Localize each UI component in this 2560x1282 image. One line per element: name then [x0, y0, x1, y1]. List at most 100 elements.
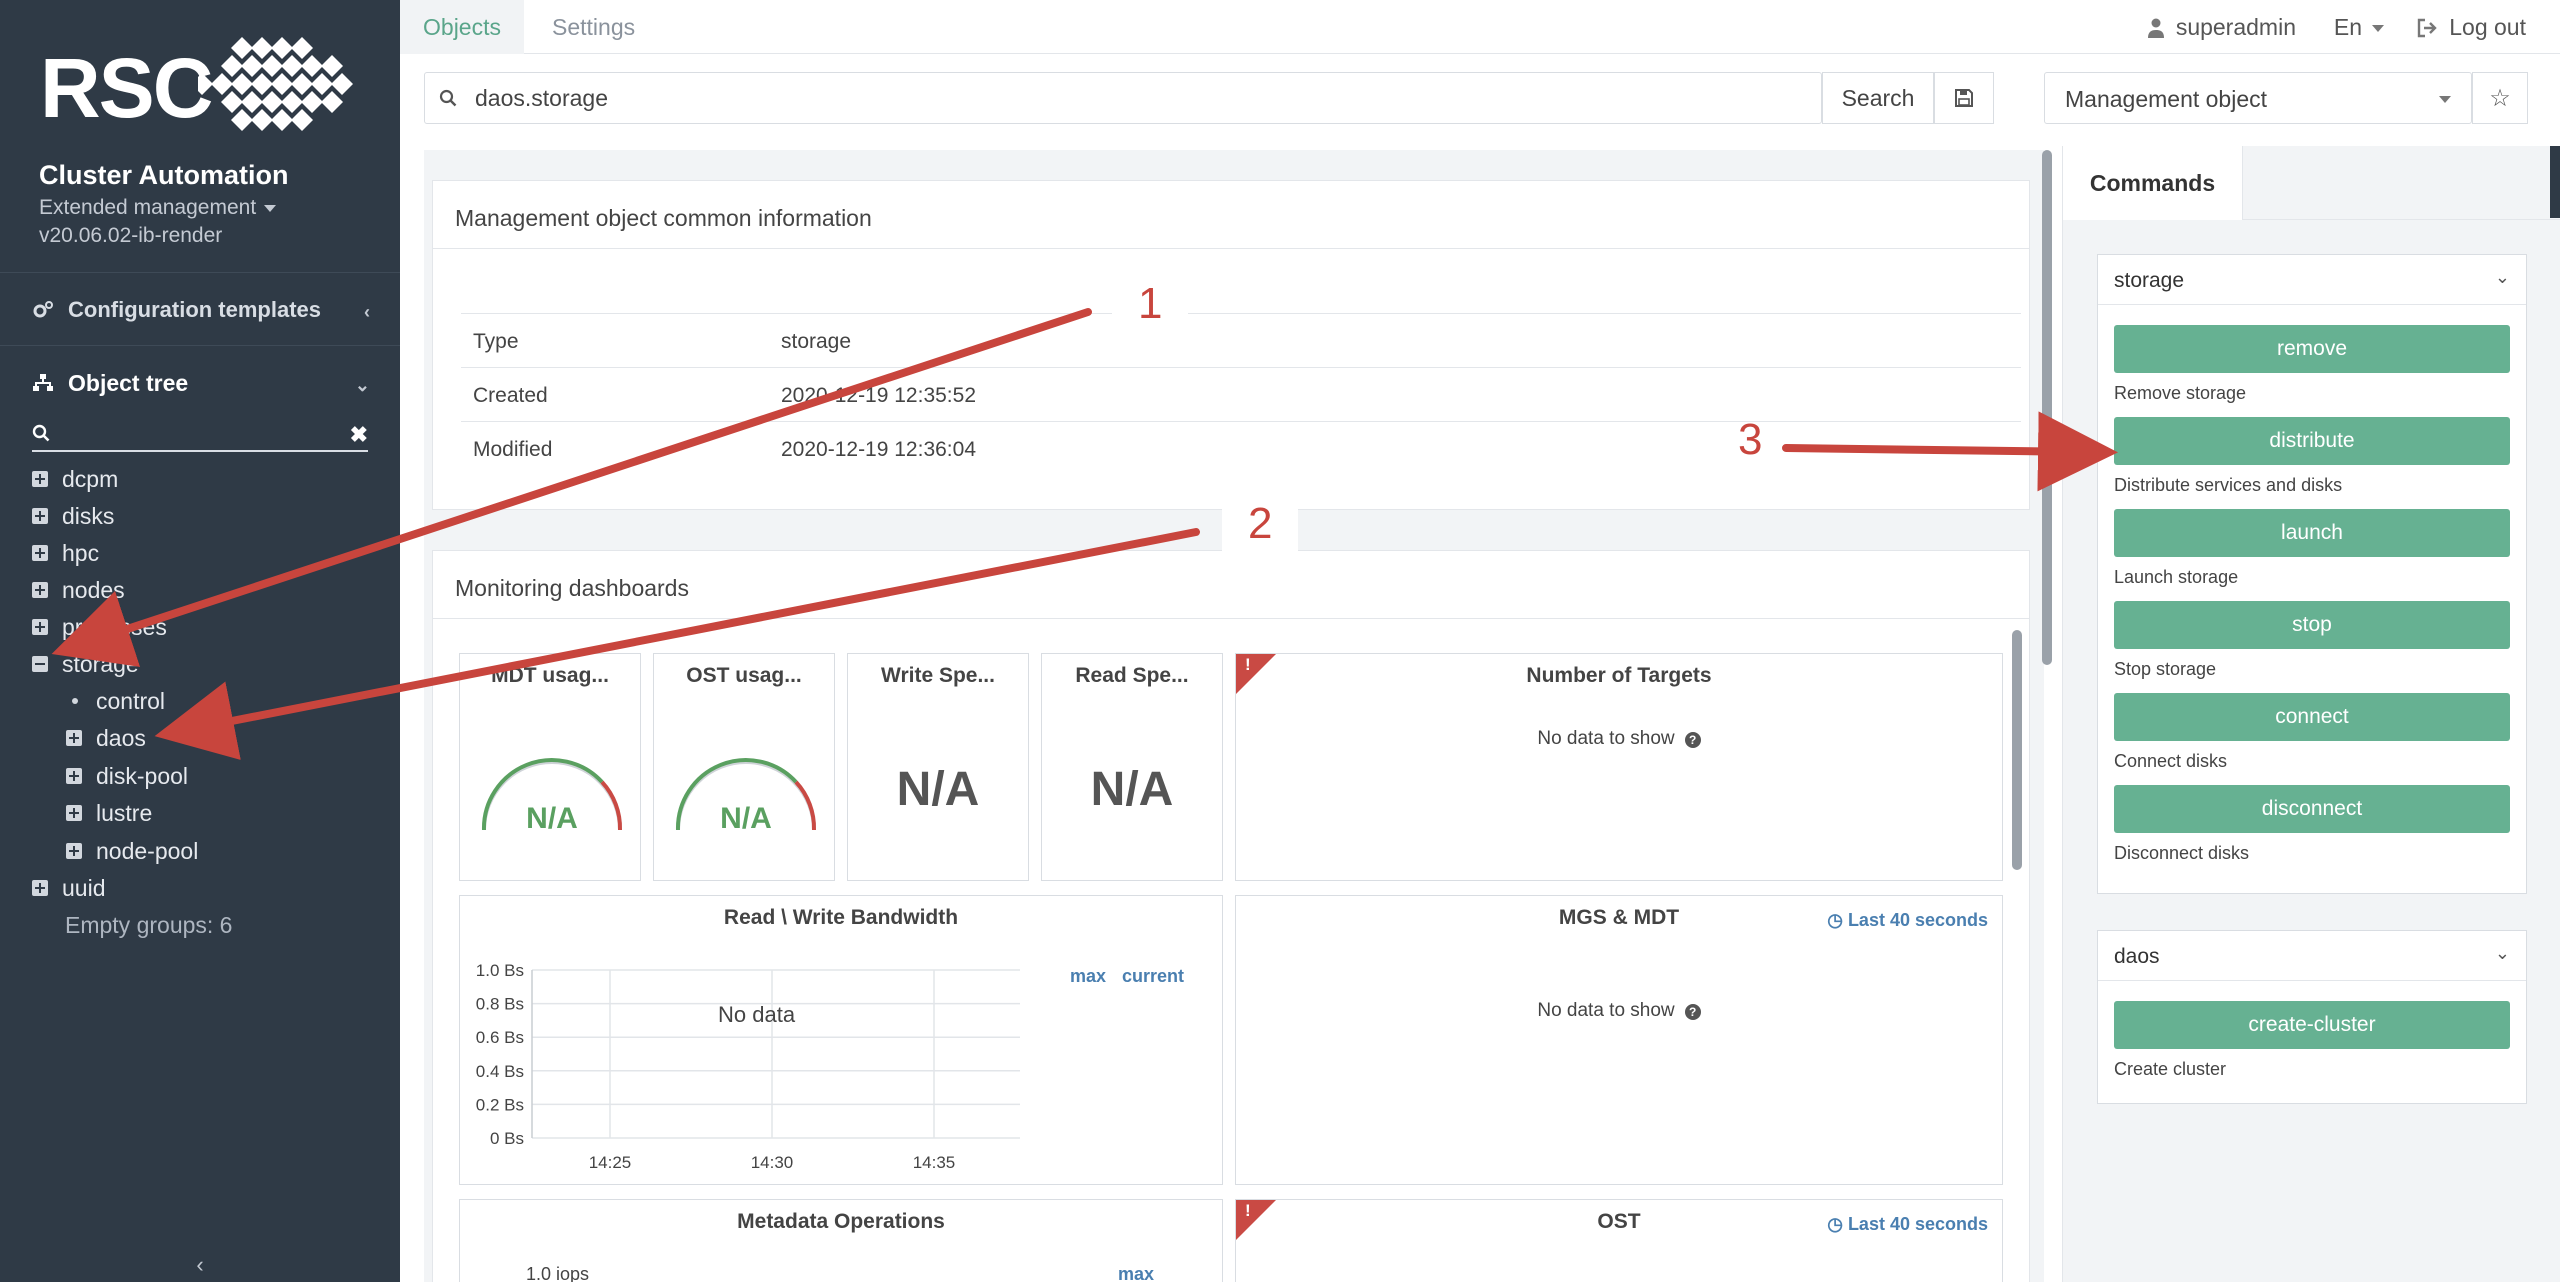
- annotation-label-3: 3: [1738, 415, 1763, 464]
- expand-icon[interactable]: [32, 582, 48, 598]
- expand-icon[interactable]: [66, 843, 82, 859]
- sidebar-item-object-tree[interactable]: Object tree ⌄: [0, 353, 400, 413]
- search-button[interactable]: Search: [1822, 72, 1934, 124]
- rsc-logo[interactable]: RSC: [40, 36, 370, 136]
- card-mgs-mdt[interactable]: MGS & MDT ◷ Last 40 seconds No data to s…: [1235, 895, 2003, 1185]
- expand-icon[interactable]: [66, 768, 82, 784]
- warning-corner: [1236, 654, 1276, 694]
- launch-button[interactable]: launch: [2114, 509, 2510, 557]
- logo-diamond: [291, 73, 313, 95]
- legend-max[interactable]: max: [1118, 1264, 1155, 1282]
- save-search-button[interactable]: [1934, 72, 1994, 124]
- common-info-panel: Management object common information Typ…: [432, 180, 2030, 510]
- card-bandwidth[interactable]: Read \ Write Bandwidth 1.0 Bs 0.8 Bs 0.6 B…: [459, 895, 1223, 1185]
- expand-icon[interactable]: [66, 805, 82, 821]
- expand-icon[interactable]: [32, 471, 48, 487]
- create-cluster-button[interactable]: create-cluster: [2114, 1001, 2510, 1049]
- command-group-header[interactable]: daos ⌄: [2098, 931, 2526, 981]
- main-content: Management object common information Typ…: [424, 150, 2044, 1282]
- info-key: Type: [473, 330, 519, 353]
- question-circle-icon[interactable]: ?: [1684, 1004, 1701, 1020]
- monitoring-panel: Monitoring dashboards MDT usag... N/A OS…: [432, 550, 2030, 1282]
- tree-item-processes[interactable]: processes: [32, 610, 167, 644]
- card-metadata-operations[interactable]: Metadata Operations 1.0 iops max: [459, 1199, 1223, 1282]
- collapse-sidebar-button[interactable]: ‹: [0, 1248, 400, 1282]
- tree-item-control[interactable]: control: [66, 684, 165, 718]
- mdt-usage-gauge: N/A: [481, 758, 623, 835]
- logo-diamond: [241, 55, 263, 77]
- sitemap-icon: [32, 372, 54, 394]
- favorite-button[interactable]: ☆: [2472, 72, 2528, 124]
- edition-dropdown[interactable]: Extended management: [39, 196, 277, 220]
- object-search-input[interactable]: [475, 83, 1735, 113]
- dashboard-scrollbar[interactable]: [2012, 630, 2022, 870]
- object-search: [424, 72, 1822, 124]
- collapse-icon[interactable]: [32, 656, 48, 672]
- object-type-select[interactable]: Management object: [2044, 72, 2472, 124]
- expand-icon[interactable]: [32, 619, 48, 635]
- info-key: Modified: [473, 438, 553, 461]
- info-value: storage: [781, 330, 852, 353]
- remove-button[interactable]: remove: [2114, 325, 2510, 373]
- sidebar: RSC Cluster Automation Extended manageme…: [0, 0, 400, 1282]
- time-range-label: Last 40 seconds: [1847, 1214, 1988, 1234]
- logout-link[interactable]: Log out: [2417, 14, 2526, 41]
- card-ost[interactable]: ! OST ◷ Last 40 seconds: [1235, 1199, 2003, 1282]
- stop-button[interactable]: stop: [2114, 601, 2510, 649]
- content-scrollbar[interactable]: [2042, 150, 2052, 665]
- tree-item-nodes[interactable]: nodes: [32, 573, 125, 607]
- logo-diamond: [291, 37, 313, 59]
- language-dropdown[interactable]: En: [2334, 14, 2384, 41]
- panel-toggle[interactable]: [2550, 146, 2560, 218]
- command-description: Launch storage: [2114, 567, 2239, 587]
- tree-item-label: storage: [62, 650, 139, 677]
- time-range-label: Last 40 seconds: [1847, 910, 1988, 930]
- command-group-storage: storage ⌄ remove Remove storage distribut…: [2097, 254, 2527, 894]
- tree-item-storage[interactable]: storage: [32, 647, 139, 681]
- logo-diamond: [211, 73, 233, 95]
- logo-diamond: [251, 73, 273, 95]
- tab-commands[interactable]: Commands: [2063, 146, 2243, 220]
- tab-objects[interactable]: Objects: [400, 0, 524, 54]
- logo-diamond: [271, 73, 293, 95]
- card-number-of-targets[interactable]: ! Number of Targets No data to show?: [1235, 653, 2003, 881]
- time-range-link[interactable]: ◷ Last 40 seconds: [1827, 1214, 1988, 1234]
- tree-item-disks[interactable]: disks: [32, 499, 114, 533]
- time-range-link[interactable]: ◷ Last 40 seconds: [1827, 910, 1988, 930]
- annotation-label-2: 2: [1222, 496, 1299, 552]
- card-title: MDT usag...: [491, 664, 609, 687]
- distribute-button[interactable]: distribute: [2114, 417, 2510, 465]
- tree-item-daos[interactable]: daos: [66, 721, 146, 755]
- tree-item-label: hpc: [62, 539, 100, 566]
- tree-item-lustre[interactable]: lustre: [66, 796, 152, 830]
- tree-item-node-pool[interactable]: node-pool: [66, 834, 198, 868]
- disconnect-button[interactable]: disconnect: [2114, 785, 2510, 833]
- command-group-header[interactable]: storage ⌄: [2098, 255, 2526, 305]
- question-circle-icon[interactable]: ?: [1684, 732, 1701, 748]
- tree-item-uuid[interactable]: uuid: [32, 871, 105, 905]
- sidebar-item-configuration-templates[interactable]: Configuration templates ‹: [0, 280, 400, 340]
- expand-icon[interactable]: [32, 880, 48, 896]
- command-group-name: storage: [2114, 269, 2185, 292]
- expand-icon[interactable]: [32, 508, 48, 524]
- tree-search-input[interactable]: [60, 422, 330, 450]
- legend-current[interactable]: current: [1122, 966, 1185, 986]
- logo-diamond: [261, 91, 283, 113]
- expand-icon[interactable]: [32, 545, 48, 561]
- expand-icon[interactable]: [66, 730, 82, 746]
- card-write-speed[interactable]: Write Spe... N/A: [847, 653, 1029, 881]
- tree-item-hpc[interactable]: hpc: [32, 536, 99, 570]
- command-group-name: daos: [2114, 945, 2160, 968]
- commands-panel: Commands storage ⌄ remove Remove storage …: [2062, 146, 2560, 1282]
- user-menu[interactable]: superadmin: [2147, 14, 2296, 41]
- warning-icon: !: [1245, 655, 1251, 674]
- card-ost-usage[interactable]: OST usag... N/A: [653, 653, 835, 881]
- card-read-speed[interactable]: Read Spe... N/A: [1041, 653, 1223, 881]
- legend-max[interactable]: max: [1070, 966, 1107, 986]
- tree-item-dcpm[interactable]: dcpm: [32, 462, 118, 496]
- tree-item-disk-pool[interactable]: disk-pool: [66, 759, 188, 793]
- connect-button[interactable]: connect: [2114, 693, 2510, 741]
- clear-search-icon[interactable]: ✖: [349, 422, 368, 447]
- tab-settings[interactable]: Settings: [552, 13, 636, 40]
- card-mdt-usage[interactable]: MDT usag... N/A: [459, 653, 641, 881]
